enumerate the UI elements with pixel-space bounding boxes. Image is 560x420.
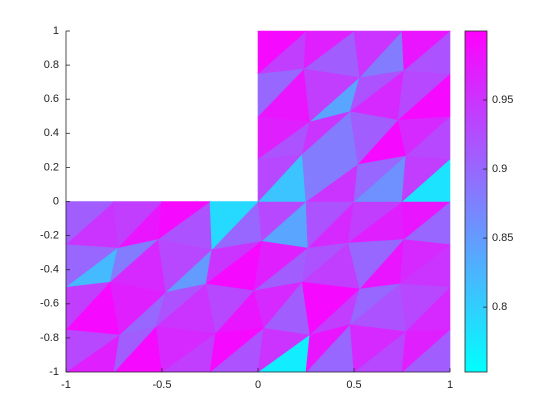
x-tick-label: -0.5 xyxy=(153,379,172,391)
mesh-triangle xyxy=(353,30,403,78)
mesh-triangle xyxy=(303,30,355,69)
y-tick-label: -0.6 xyxy=(40,298,59,310)
colorbar-tick-label: 0.95 xyxy=(492,94,513,106)
y-tick-label: -1 xyxy=(49,366,59,378)
colorbar-tick-label: 0.9 xyxy=(492,163,507,175)
x-tick-label: 0.5 xyxy=(346,379,361,391)
mesh-triangle xyxy=(257,30,307,74)
mesh-triangle xyxy=(157,201,211,240)
mesh-triangle xyxy=(209,201,259,250)
y-tick-label: 0.8 xyxy=(44,59,59,71)
mesh-triangle xyxy=(401,30,451,71)
y-tick-label: 0.2 xyxy=(44,161,59,173)
axes: -1 -0.5 0 0.5 1 -1 -0.8 -0.6 -0.4 -0.2 0 0.2 0.4 0.6 0… xyxy=(40,25,513,391)
y-tick-label: 0 xyxy=(53,195,59,207)
y-tick-label: 0.4 xyxy=(44,127,59,139)
colorbar xyxy=(464,30,488,373)
y-tick-label: -0.2 xyxy=(40,230,59,242)
x-tick-label: -1 xyxy=(61,379,71,391)
colorbar-tick-label: 0.8 xyxy=(492,301,507,313)
mesh-triangle xyxy=(113,201,163,248)
x-tick-label: 1 xyxy=(447,379,453,391)
x-tick-label: 0 xyxy=(255,379,261,391)
y-tick-label: -0.4 xyxy=(40,264,59,276)
y-tick-label: 0.6 xyxy=(44,93,59,105)
y-tick-label: 1 xyxy=(53,25,59,37)
y-tick-label: -0.8 xyxy=(40,332,59,344)
colorbar-tick-label: 0.85 xyxy=(492,232,513,244)
mesh xyxy=(65,30,451,373)
